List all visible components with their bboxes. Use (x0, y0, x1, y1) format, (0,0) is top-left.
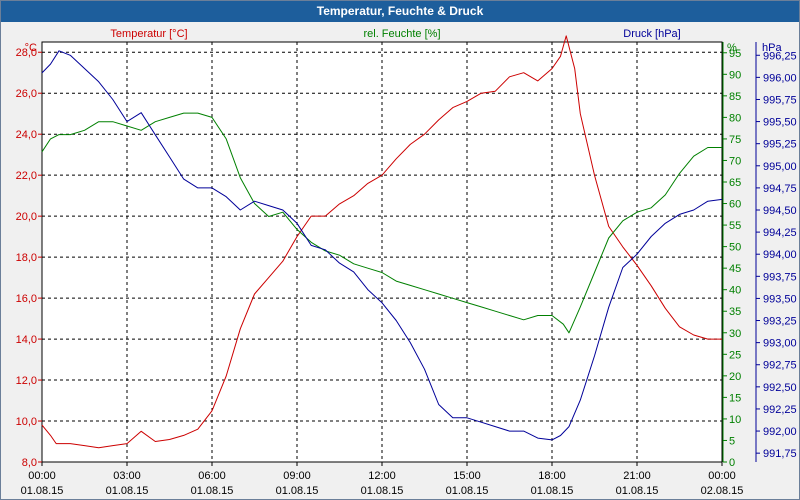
humidity-tick-label: 95 (729, 48, 741, 60)
x-tick-time: 15:00 (453, 470, 481, 482)
humidity-tick-label: 75 (729, 134, 741, 146)
pressure-tick-label: 994,25 (763, 227, 797, 239)
pressure-tick-label: 993,25 (763, 316, 797, 328)
x-tick-date: 01.08.15 (531, 485, 574, 497)
humidity-tick-label: 10 (729, 414, 741, 426)
temp-unit-label: °C (25, 42, 37, 54)
humidity-tick-label: 25 (729, 349, 741, 361)
humidity-tick-label: 5 (729, 435, 735, 447)
legend-pressure: Druck [hPa] (623, 28, 680, 40)
pressure-series-line (41, 50, 723, 441)
legend-humidity: rel. Feuchte [%] (363, 28, 440, 40)
humidity-tick-label: 30 (729, 328, 741, 340)
temp-tick-label: 10,0 (16, 416, 37, 428)
temp-tick-label: 26,0 (16, 88, 37, 100)
pressure-unit-label: hPa (762, 42, 782, 54)
pressure-tick-label: 991,75 (763, 448, 797, 460)
x-tick-date: 01.08.15 (446, 485, 489, 497)
x-tick-date: 01.08.15 (21, 485, 64, 497)
humidity-tick-label: 90 (729, 69, 741, 81)
x-tick-date: 01.08.15 (361, 485, 404, 497)
x-tick-time: 12:00 (368, 470, 396, 482)
x-tick-time: 00:00 (28, 470, 56, 482)
humidity-tick-label: 35 (729, 306, 741, 318)
humidity-tick-label: 85 (729, 91, 741, 103)
humidity-unit-label: % (727, 42, 737, 54)
x-tick-date: 01.08.15 (616, 485, 659, 497)
humidity-tick-label: 45 (729, 263, 741, 275)
pressure-tick-label: 994,00 (763, 249, 797, 261)
humidity-tick-label: 40 (729, 285, 741, 297)
humidity-tick-label: 15 (729, 392, 741, 404)
temp-tick-label: 8,0 (22, 457, 37, 469)
pressure-tick-label: 992,50 (763, 382, 797, 394)
humidity-tick-label: 0 (729, 457, 735, 469)
humidity-tick-label: 55 (729, 220, 741, 232)
humidity-tick-label: 65 (729, 177, 741, 189)
temp-tick-label: 20,0 (16, 211, 37, 223)
pressure-tick-label: 992,75 (763, 360, 797, 372)
pressure-tick-label: 992,25 (763, 404, 797, 416)
x-tick-time: 21:00 (623, 470, 651, 482)
pressure-tick-label: 994,75 (763, 183, 797, 195)
pressure-tick-label: 993,50 (763, 293, 797, 305)
x-tick-date: 01.08.15 (106, 485, 149, 497)
x-tick-date: 02.08.15 (701, 485, 744, 497)
pressure-tick-label: 996,25 (763, 50, 797, 62)
temp-tick-label: 22,0 (16, 170, 37, 182)
pressure-tick-label: 996,00 (763, 72, 797, 84)
humidity-tick-label: 20 (729, 371, 741, 383)
x-tick-date: 01.08.15 (191, 485, 234, 497)
temp-tick-label: 12,0 (16, 375, 37, 387)
chart-canvas: 28,0 26,0 24,0 22,0 20,0 18,0 16,0 14,0 12,0 10,0… (16, 28, 797, 497)
x-tick-time: 18:00 (538, 470, 566, 482)
pressure-tick-label: 994,50 (763, 205, 797, 217)
humidity-tick-label: 50 (729, 242, 741, 254)
pressure-tick-label: 993,00 (763, 338, 797, 350)
pressure-tick-label: 993,75 (763, 271, 797, 283)
humidity-tick-label: 70 (729, 155, 741, 167)
pressure-tick-label: 995,50 (763, 117, 797, 129)
x-tick-time: 06:00 (198, 470, 226, 482)
temp-tick-label: 28,0 (16, 47, 37, 59)
humidity-tick-label: 80 (729, 112, 741, 124)
window-title: Temperatur, Feuchte & Druck (1, 1, 799, 22)
temp-tick-label: 24,0 (16, 129, 37, 141)
temp-tick-label: 16,0 (16, 293, 37, 305)
pressure-tick-label: 995,00 (763, 161, 797, 173)
temperature-series-line (41, 35, 722, 449)
x-tick-time: 00:00 (708, 470, 736, 482)
pressure-tick-label: 995,25 (763, 139, 797, 151)
temp-tick-label: 18,0 (16, 252, 37, 264)
humidity-series-line (41, 112, 722, 334)
pressure-tick-label: 995,75 (763, 94, 797, 106)
x-tick-time: 09:00 (283, 470, 311, 482)
x-tick-time: 03:00 (113, 470, 141, 482)
x-tick-date: 01.08.15 (276, 485, 319, 497)
temp-tick-label: 14,0 (16, 334, 37, 346)
humidity-tick-label: 60 (729, 199, 741, 211)
pressure-tick-label: 992,00 (763, 426, 797, 438)
legend-temperature: Temperatur [°C] (110, 28, 187, 40)
